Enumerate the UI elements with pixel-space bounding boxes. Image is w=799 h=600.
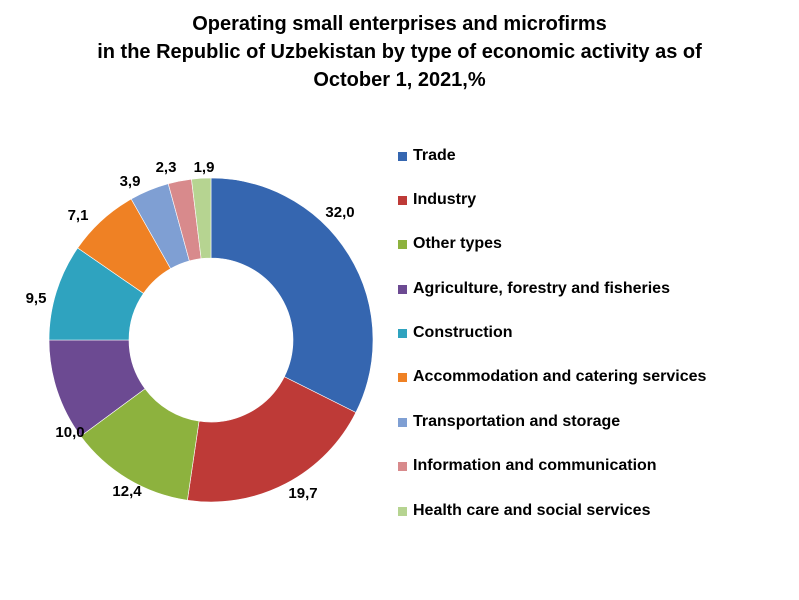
data-label: 2,3 (156, 159, 177, 176)
legend-swatch (398, 240, 407, 249)
chart-title-line-3: October 1, 2021,% (313, 69, 486, 91)
legend-swatch (398, 329, 407, 338)
slice-industry (187, 376, 357, 503)
data-label: 32,0 (325, 204, 354, 221)
data-label: 1,9 (194, 159, 215, 176)
legend-swatch (398, 418, 407, 427)
legend-label: Accommodation and catering services (413, 368, 707, 385)
legend-swatch (398, 152, 407, 161)
slice-trade (210, 177, 374, 413)
chart-title: Operating small enterprises and microfir… (0, 10, 799, 94)
legend-swatch (398, 462, 407, 471)
data-label: 9,5 (26, 290, 47, 307)
legend-label: Information and communication (413, 457, 657, 474)
slice-health-care-and-social-services (191, 177, 212, 259)
legend-label: Construction (413, 324, 513, 341)
legend-label: Industry (413, 191, 477, 208)
legend-swatch (398, 196, 407, 205)
data-label: 19,7 (288, 485, 317, 502)
data-label: 3,9 (120, 173, 141, 190)
legend-label: Transportation and storage (413, 413, 621, 430)
data-label: 10,0 (55, 424, 84, 441)
legend-label: Trade (413, 147, 456, 164)
legend-label: Other types (413, 235, 502, 252)
legend-label: Health care and social services (413, 502, 651, 519)
legend-swatch (398, 507, 407, 516)
legend-swatch (398, 373, 407, 382)
legend-label: Agriculture, forestry and fisheries (413, 280, 670, 297)
legend-swatch (398, 285, 407, 294)
data-label: 7,1 (68, 207, 89, 224)
chart-title-line-1: Operating small enterprises and microfir… (192, 13, 607, 35)
data-label: 12,4 (112, 483, 142, 500)
chart-title-line-2: in the Republic of Uzbekistan by type of… (97, 41, 702, 63)
